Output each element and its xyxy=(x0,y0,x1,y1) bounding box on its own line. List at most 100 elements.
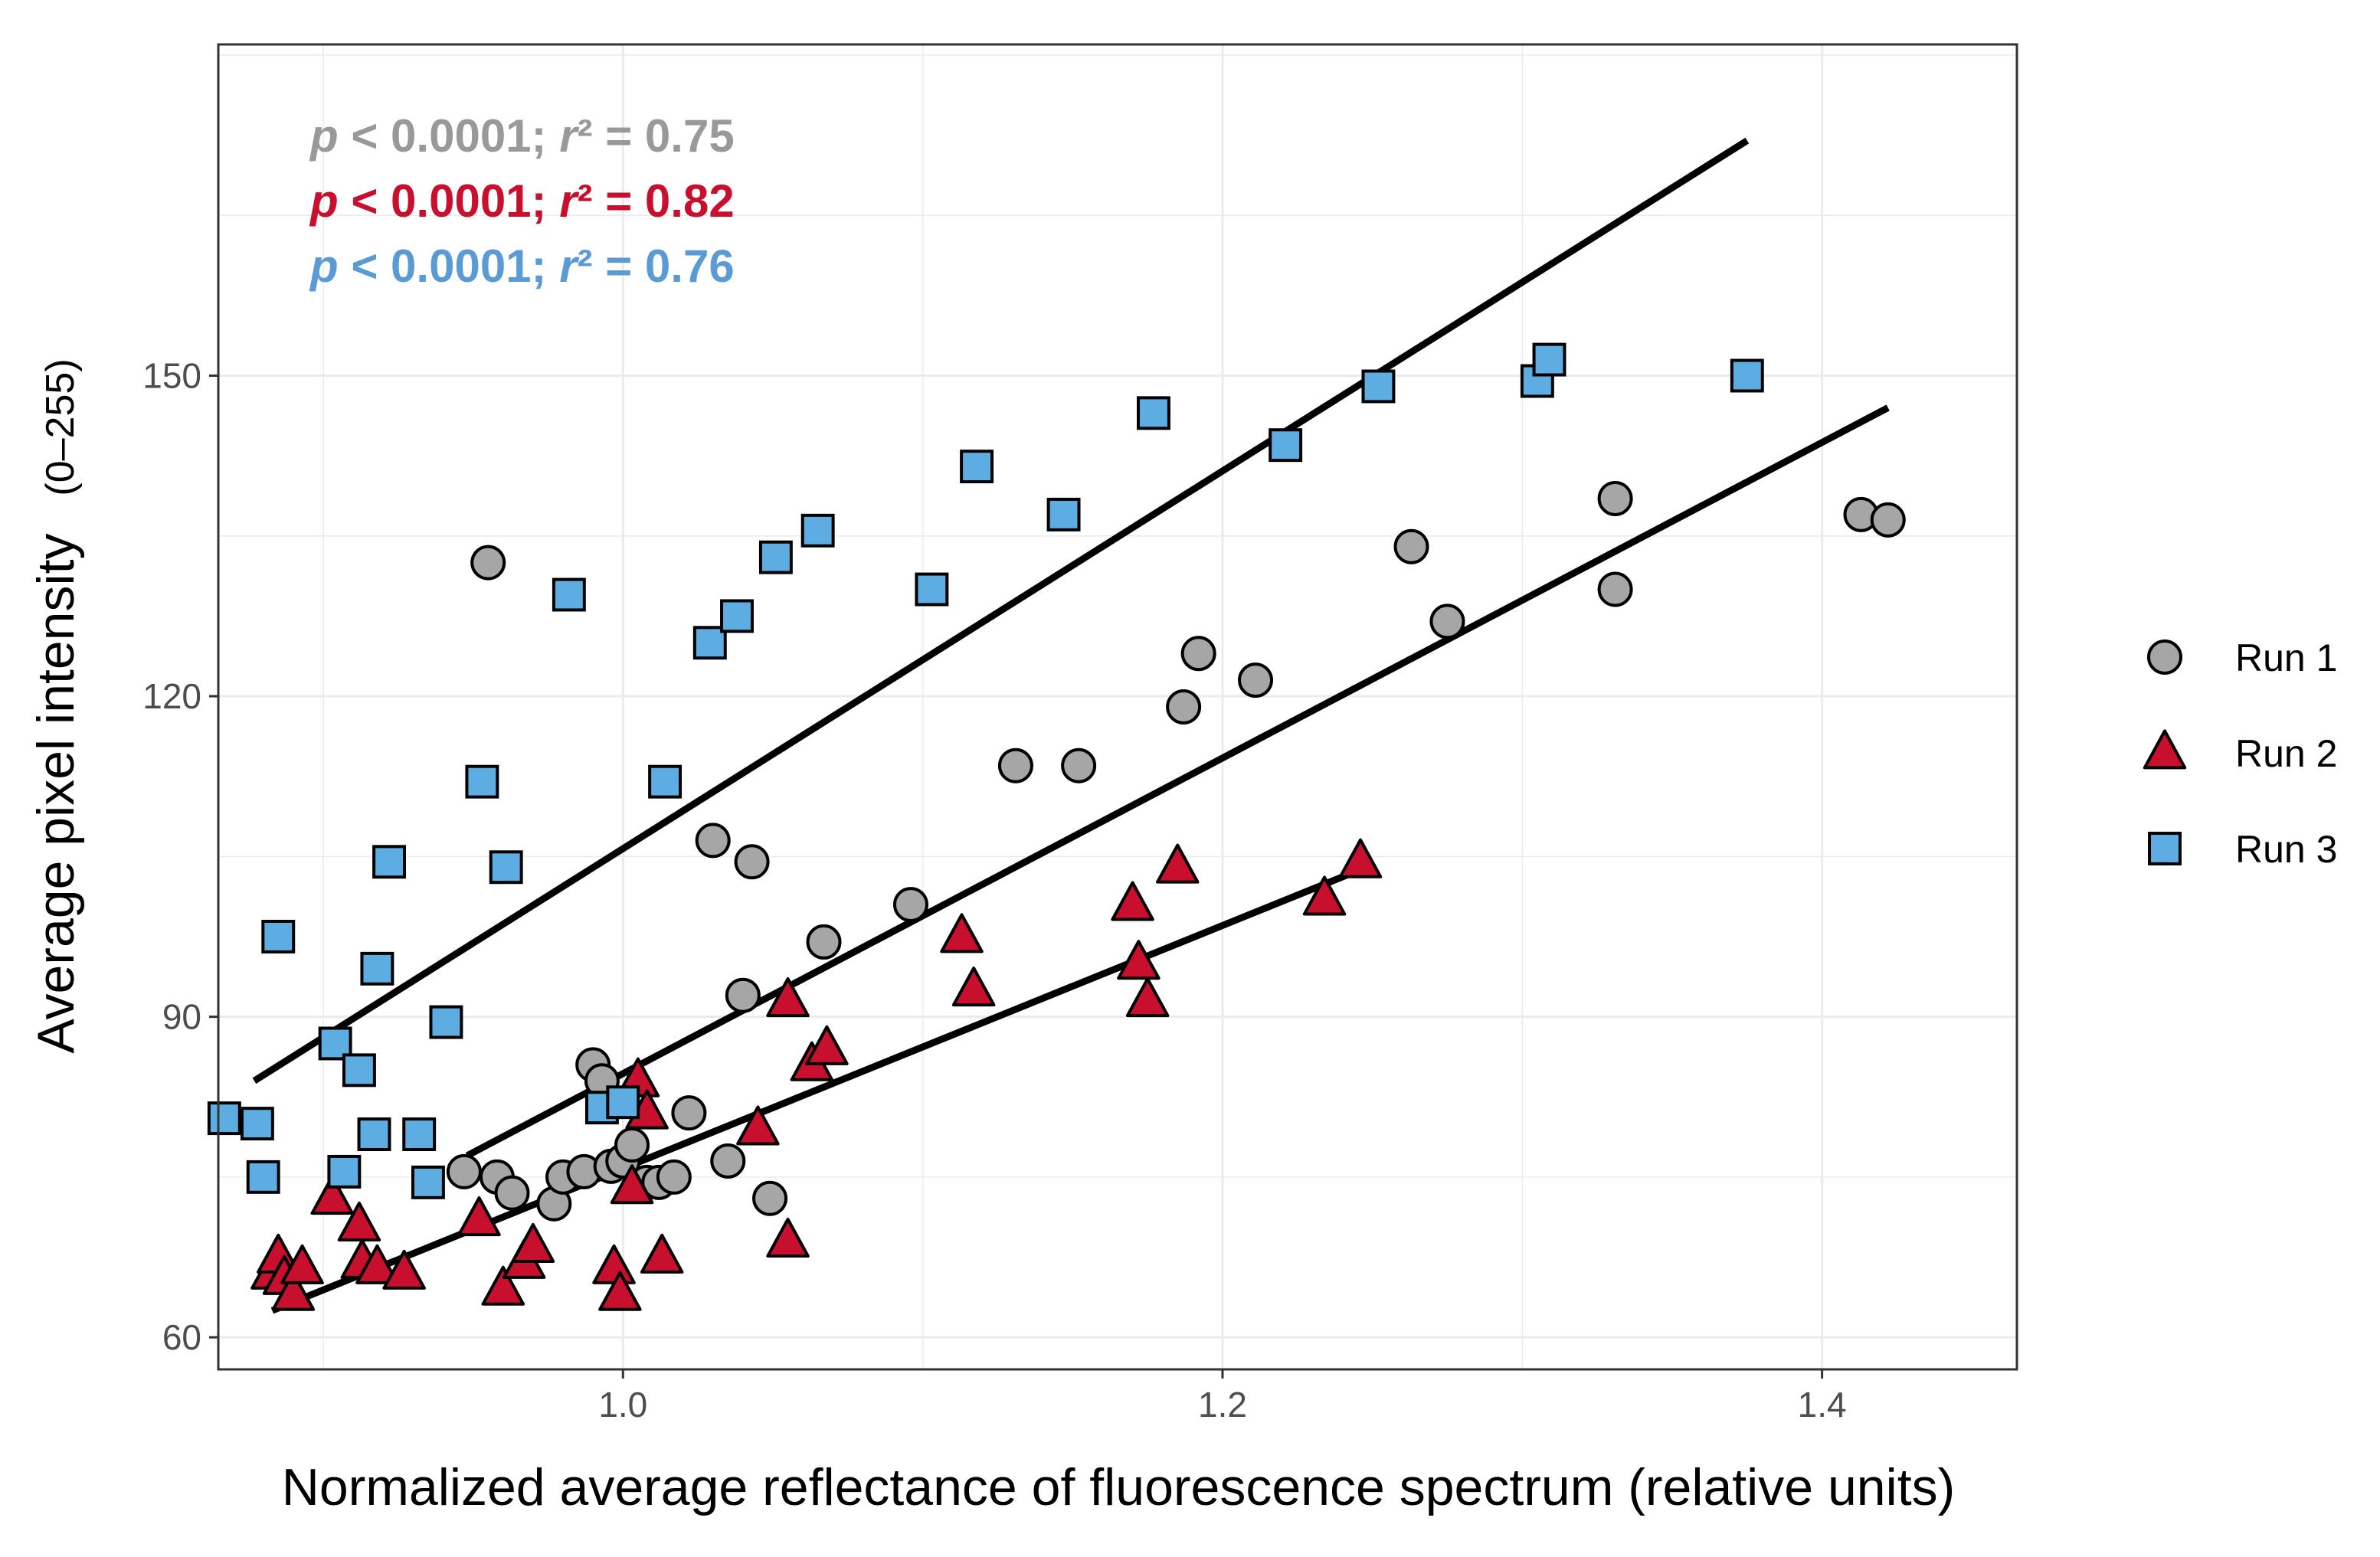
point-run-1 xyxy=(470,545,506,581)
point-run-3 xyxy=(552,577,586,612)
point-run-3 xyxy=(1361,369,1396,404)
annotation-part: r xyxy=(559,110,580,162)
point-run-2 xyxy=(1111,881,1154,921)
point-run-3 xyxy=(342,1053,376,1088)
point-run-2 xyxy=(511,1222,555,1263)
point-run-2 xyxy=(1338,838,1383,878)
plot-panel-border xyxy=(217,43,2018,1371)
annotation-part: = 0.76 xyxy=(593,240,735,292)
point-run-2 xyxy=(481,1265,525,1306)
x-tick-label: 1.2 xyxy=(1198,1385,1247,1425)
point-run-2 xyxy=(355,1244,399,1284)
point-run-1 xyxy=(710,1143,746,1179)
data-points xyxy=(207,342,1906,1311)
point-run-1 xyxy=(656,1159,692,1195)
fit-line-run-1 xyxy=(465,404,1890,1159)
axis-ticks: 1.0 1.2 1.4 60 90 120 150 xyxy=(142,356,1846,1425)
point-run-3 xyxy=(1137,396,1170,430)
grid-lines xyxy=(218,44,2017,1369)
y-axis-title: Average pixel intensity (0–255) xyxy=(27,358,85,1053)
point-run-1 xyxy=(997,747,1033,783)
point-run-1 xyxy=(1597,480,1633,516)
point-run-3 xyxy=(240,1107,274,1141)
point-run-2 xyxy=(1156,843,1200,884)
point-run-2 xyxy=(1125,977,1170,1018)
point-run-3 xyxy=(606,1085,640,1120)
point-run-1 xyxy=(892,887,928,923)
fit-line-run-3 xyxy=(252,137,1750,1084)
point-run-3 xyxy=(411,1165,445,1199)
point-run-1 xyxy=(725,977,761,1013)
point-run-2 xyxy=(382,1249,426,1290)
annotation-part: = 0.82 xyxy=(593,175,735,227)
y-tick-label: 150 xyxy=(142,356,201,396)
point-run-1 xyxy=(695,823,731,859)
annotation-part: < 0.0001; xyxy=(339,240,560,292)
y-axis-title-main: Average pixel intensity xyxy=(27,534,85,1054)
point-run-2 xyxy=(271,1271,316,1311)
point-run-2 xyxy=(805,1025,849,1065)
point-run-3 xyxy=(1046,497,1081,532)
point-run-2 xyxy=(457,1196,501,1237)
legend-key-run-2 xyxy=(2143,729,2187,770)
point-run-1 xyxy=(1597,571,1633,607)
y-tick-label: 60 xyxy=(162,1317,201,1357)
y-tick-label: 90 xyxy=(162,997,201,1037)
point-run-2 xyxy=(610,1164,654,1205)
point-run-3 xyxy=(246,1160,280,1194)
x-axis-title: Normalized average reflectance of fluore… xyxy=(282,1458,1956,1516)
point-run-3 xyxy=(720,599,754,633)
annotation-run-3: p < 0.0001; r² = 0.76 xyxy=(309,240,735,292)
point-run-2 xyxy=(766,977,810,1018)
point-run-3 xyxy=(207,1101,241,1136)
point-run-3 xyxy=(648,764,683,799)
y-axis-title-units: (0–255) xyxy=(38,358,83,496)
point-run-1 xyxy=(734,844,770,880)
point-run-3 xyxy=(960,450,994,484)
annotation-part: ² xyxy=(578,240,593,292)
point-run-3 xyxy=(800,513,835,548)
annotation-part: p xyxy=(309,110,339,162)
point-run-2 xyxy=(951,967,996,1007)
fit-line-run-2 xyxy=(270,864,1368,1314)
point-run-1 xyxy=(1393,528,1429,564)
point-run-1 xyxy=(1238,662,1274,698)
annotation-part: ² xyxy=(578,175,593,227)
point-run-2 xyxy=(280,1244,324,1284)
point-run-3 xyxy=(402,1117,437,1152)
series-run-1 xyxy=(446,480,1906,1222)
annotation-part: = 0.75 xyxy=(593,110,735,162)
point-run-3 xyxy=(758,540,793,574)
legend-key-run-1 xyxy=(2147,639,2182,675)
point-run-2 xyxy=(310,1175,354,1215)
point-run-1 xyxy=(614,1127,650,1163)
x-tick-label: 1.0 xyxy=(598,1385,647,1425)
annotation-part: < 0.0001; xyxy=(339,175,560,227)
point-run-1 xyxy=(752,1180,788,1216)
point-run-3 xyxy=(372,845,407,879)
annotation-part: p xyxy=(309,240,339,292)
point-run-1 xyxy=(671,1095,707,1131)
annotation-part: < 0.0001; xyxy=(339,110,560,162)
point-run-3 xyxy=(357,1117,391,1152)
point-run-1 xyxy=(806,924,842,960)
point-run-3 xyxy=(327,1154,362,1189)
point-run-2 xyxy=(1117,940,1161,980)
point-run-3 xyxy=(1269,428,1303,463)
annotation-part: ² xyxy=(578,110,593,162)
annotation-run-1: p < 0.0001; r² = 0.75 xyxy=(309,110,735,162)
point-run-3 xyxy=(429,1005,463,1039)
point-run-3 xyxy=(1730,358,1764,393)
regression-lines xyxy=(252,137,1890,1314)
point-run-2 xyxy=(598,1271,642,1311)
y-tick-label: 120 xyxy=(142,676,201,716)
annotation-part: r xyxy=(559,175,580,227)
point-run-1 xyxy=(1870,502,1906,538)
annotation-run-2: p < 0.0001; r² = 0.82 xyxy=(309,175,735,227)
point-run-1 xyxy=(1429,604,1465,639)
stat-annotations: p < 0.0001; r² = 0.75 p < 0.0001; r² = 0… xyxy=(309,110,735,292)
legend-label-run-2: Run 2 xyxy=(2235,732,2337,775)
point-run-3 xyxy=(915,572,949,607)
point-run-2 xyxy=(337,1202,381,1242)
